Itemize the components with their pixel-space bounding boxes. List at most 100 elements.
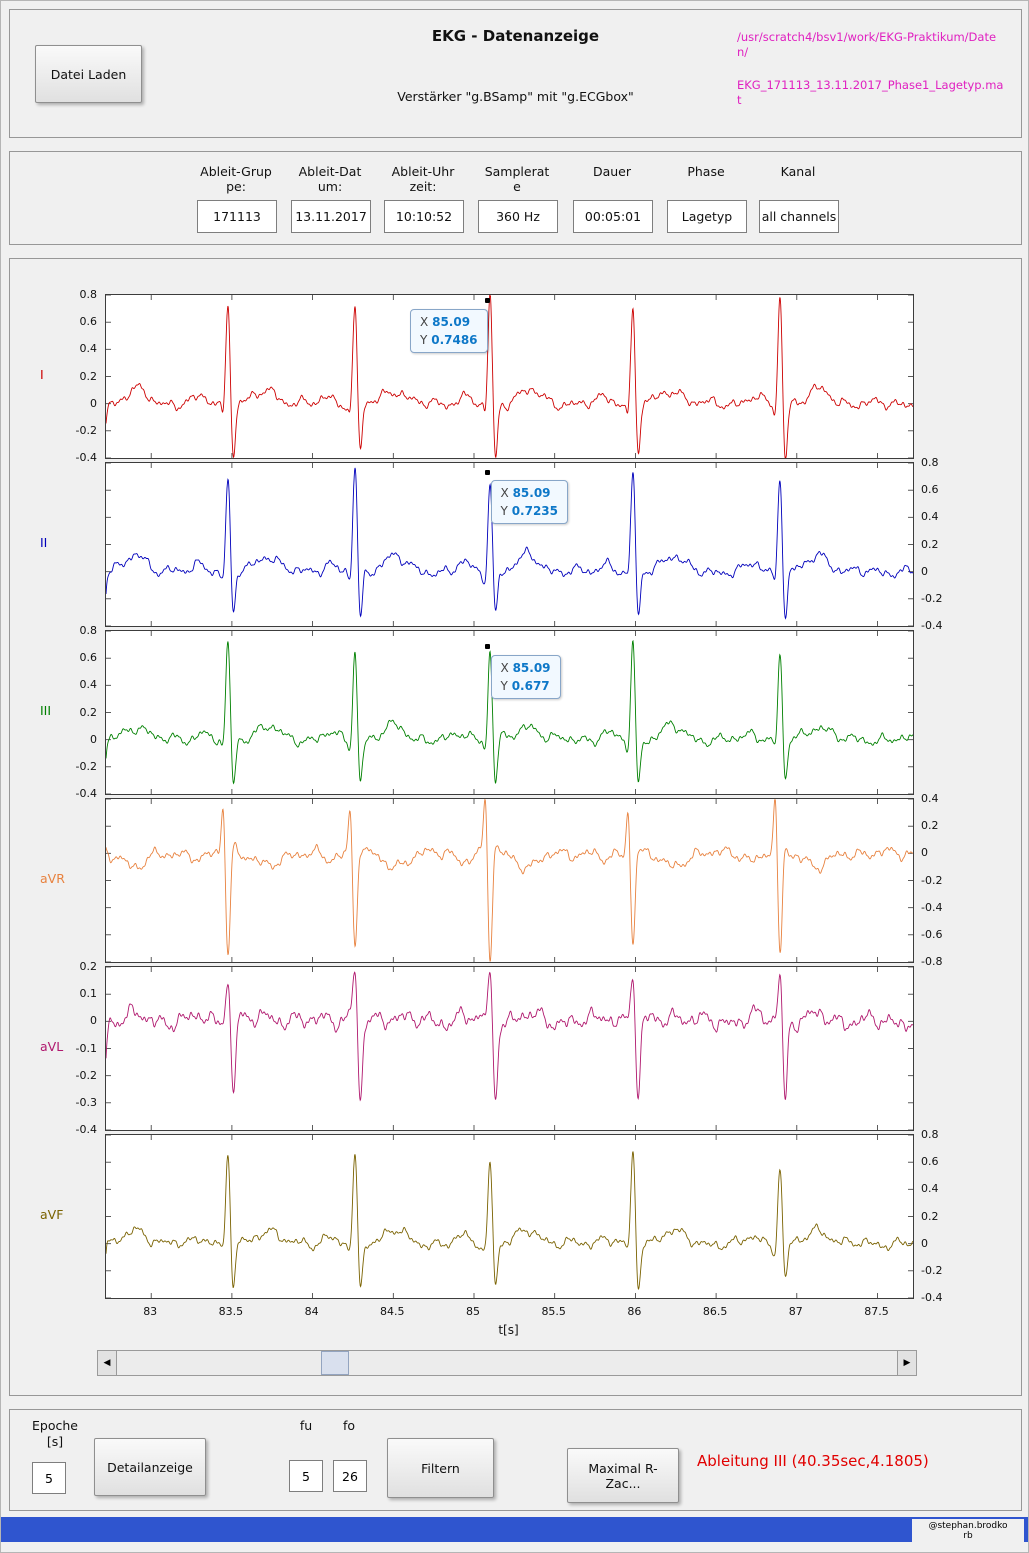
ecg-trace-II — [105, 462, 914, 627]
y-tick-label: 0.6 — [921, 1155, 939, 1169]
ecg-trace-I — [105, 294, 914, 459]
header-panel: Datei Laden EKG - Datenanzeige Verstärke… — [9, 9, 1022, 138]
scroll-right-icon: ▶ — [903, 1358, 911, 1368]
y-tick-label: -0.2 — [921, 1263, 943, 1277]
phase-label: Phase — [687, 164, 725, 179]
x-tick-label: 85 — [465, 1305, 480, 1318]
x-tick-label: 85.5 — [541, 1305, 566, 1318]
y-tick-label: -0.2 — [75, 759, 97, 773]
y-tick-label: 0.2 — [79, 369, 98, 383]
data-tip-II[interactable]: X 85.09 Y 0.7235 — [490, 480, 568, 525]
scrollbar-thumb[interactable] — [321, 1351, 349, 1375]
data-cursor-point — [485, 469, 491, 475]
amplifier-subtitle: Verstärker "g.BSamp" mit "g.ECGbox" — [397, 89, 634, 104]
data-directory-path: /usr/scratch4/bsv1/work/EKG-Praktikum/Da… — [737, 30, 997, 59]
y-tick-label: -0.2 — [75, 423, 97, 437]
y-tick-label: 0.4 — [79, 678, 98, 692]
ableit-uhrzeit-value[interactable]: 10:10:52 — [384, 200, 464, 233]
y-tick-label: 0.2 — [921, 819, 939, 833]
y-tick-label: 0.2 — [79, 705, 98, 719]
y-tick-label: 0 — [90, 1014, 97, 1028]
y-tick-label: -0.8 — [921, 955, 943, 968]
y-tick-label: 0.8 — [921, 1128, 939, 1141]
detail-view-button[interactable]: Detailanzeige — [94, 1438, 206, 1496]
filter-button[interactable]: Filtern — [387, 1438, 494, 1498]
y-tick-label: 0.1 — [79, 987, 98, 1001]
x-tick-label: 84.5 — [380, 1305, 405, 1318]
y-tick-label: -0.2 — [75, 1068, 97, 1082]
data-cursor-point — [485, 298, 491, 304]
y-tick-label: -0.4 — [921, 1291, 943, 1304]
y-tick-label: -0.4 — [921, 619, 943, 632]
ecg-axes-aVF[interactable] — [105, 1134, 914, 1299]
epoche-input[interactable] — [32, 1462, 66, 1494]
x-axis-label: t[s] — [498, 1323, 519, 1337]
y-tick-label: 0.4 — [79, 342, 98, 356]
scroll-left-icon: ◀ — [103, 1358, 111, 1368]
y-tick-label: -0.4 — [921, 900, 943, 914]
ecg-axes-aVL[interactable] — [105, 966, 914, 1131]
ecg-trace-aVL — [105, 966, 914, 1131]
scroll-right-button[interactable]: ▶ — [897, 1351, 916, 1375]
x-tick-label: 87.5 — [864, 1305, 889, 1318]
fo-label: fo — [342, 1418, 356, 1433]
fu-label: fu — [299, 1418, 313, 1433]
dauer-value[interactable]: 00:05:01 — [573, 200, 653, 233]
y-tick-label: 0 — [921, 846, 928, 860]
taskbar[interactable] — [1, 1517, 1028, 1542]
credit-watermark: @stephan.brodko rb — [912, 1519, 1024, 1545]
ableit-datum-value[interactable]: 13.11.2017 — [291, 200, 371, 233]
samplerate-label: Samplerat e — [484, 164, 550, 194]
lead-label-I: I — [40, 366, 44, 382]
y-tick-label: 0.2 — [921, 537, 939, 551]
phase-value[interactable]: Lagetyp — [667, 200, 747, 233]
x-tick-label: 83.5 — [218, 1305, 244, 1318]
y-tick-label: 0.6 — [79, 651, 98, 665]
y-tick-label: 0.8 — [921, 456, 939, 469]
y-tick-label: -0.6 — [921, 927, 943, 941]
status-text: Ableitung III (40.35sec,4.1805) — [697, 1452, 929, 1470]
data-tip-III[interactable]: X 85.09 Y 0.677 — [490, 654, 561, 699]
data-file-name: EKG_171113_13.11.2017_Phase1_Lagetyp.mat — [737, 77, 1004, 107]
y-tick-label: 0 — [90, 396, 97, 410]
ableit-gruppe-value[interactable]: 171113 — [197, 200, 277, 233]
y-tick-label: -0.2 — [921, 873, 943, 887]
ableit-datum-label: Ableit-Dat um: — [298, 164, 362, 194]
y-tick-label: -0.2 — [921, 591, 943, 605]
time-scrollbar[interactable]: ◀ ▶ — [97, 1350, 917, 1376]
load-file-button[interactable]: Datei Laden — [35, 45, 142, 103]
samplerate-value[interactable]: 360 Hz — [478, 200, 558, 233]
x-tick-label: 86.5 — [702, 1305, 728, 1318]
ecg-plot-panel: 0.8 0.6 0.4 0.2 0 -0.2 -0.4 I X 85.09 Y 0.7486 0.8… — [9, 258, 1022, 1396]
kanal-label: Kanal — [780, 164, 816, 179]
fu-input[interactable] — [289, 1460, 323, 1492]
ecg-trace-aVF — [105, 1134, 914, 1299]
app-title: EKG - Datenanzeige — [431, 27, 600, 45]
scroll-left-button[interactable]: ◀ — [98, 1351, 117, 1375]
y-tick-label: -0.3 — [75, 1095, 97, 1109]
y-tick-label: 0 — [90, 732, 97, 746]
max-r-peak-button[interactable]: Maximal R-Zac... — [567, 1448, 679, 1503]
y-tick-label: -0.1 — [75, 1041, 97, 1055]
ecg-axes-I[interactable] — [105, 294, 914, 459]
x-tick-label: 86 — [627, 1305, 642, 1318]
recording-info-panel: Ableit-Grup pe: Ableit-Dat um: Ableit-Uh… — [9, 151, 1022, 245]
y-tick-label: 0.8 — [79, 288, 98, 301]
lead-label-III: III — [40, 702, 52, 718]
y-tick-label: -0.4 — [75, 1123, 97, 1136]
data-tip-I[interactable]: X 85.09 Y 0.7486 — [410, 308, 488, 353]
y-tick-label: 0.2 — [79, 960, 98, 973]
x-tick-label: 83 — [143, 1305, 158, 1318]
y-tick-label: 0 — [921, 564, 928, 578]
kanal-value[interactable]: all channels — [759, 200, 839, 233]
x-tick-label: 87 — [788, 1305, 803, 1318]
lead-label-aVL: aVL — [40, 1038, 64, 1054]
y-tick-label: 0.8 — [79, 624, 98, 637]
ecg-axes-aVR[interactable] — [105, 798, 914, 963]
lead-label-aVF: aVF — [40, 1206, 64, 1222]
data-cursor-point — [485, 644, 491, 650]
fo-input[interactable] — [333, 1460, 367, 1492]
y-tick-label: 0.6 — [921, 483, 939, 497]
y-tick-label: 0 — [921, 1236, 928, 1250]
